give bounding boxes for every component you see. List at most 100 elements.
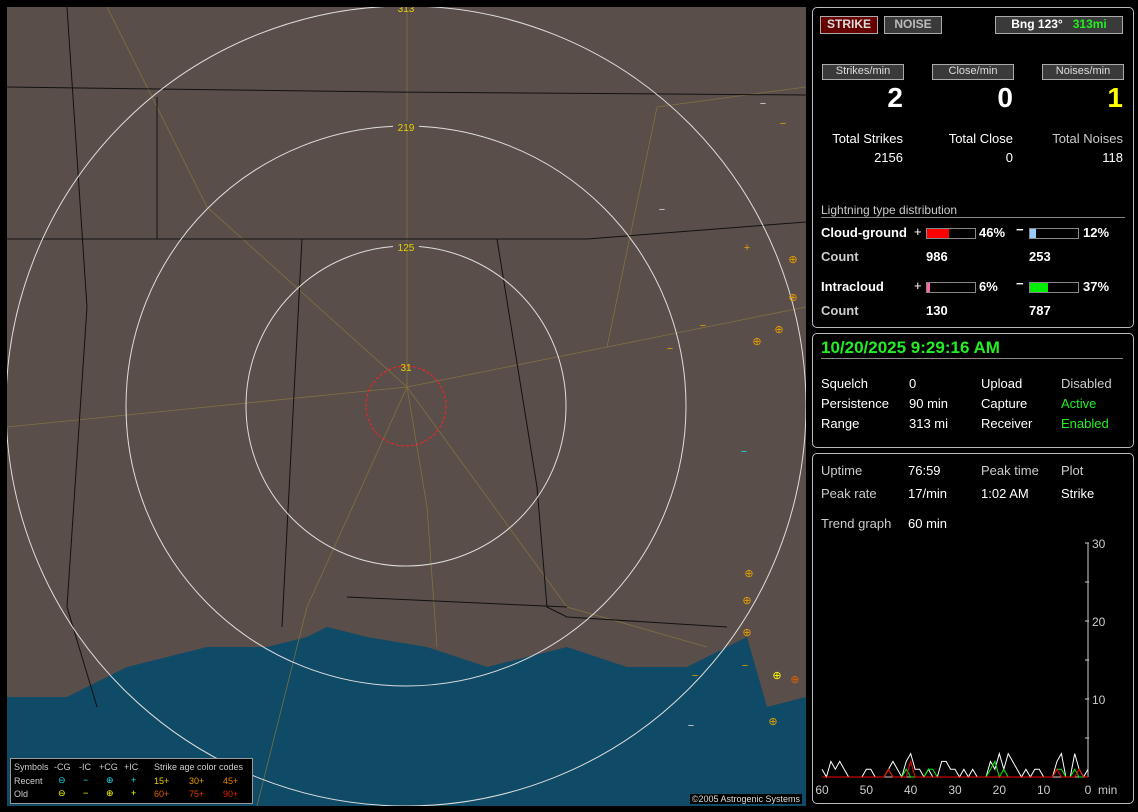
x-tick-label: 20 — [993, 783, 1007, 797]
datetime: 10/20/2025 9:29:16 AM — [821, 338, 1123, 359]
bearing-readout: Bng 123° 313mi — [995, 16, 1123, 34]
peak-time-label: Peak time — [981, 463, 1039, 478]
close-range-ring — [365, 365, 447, 447]
noises-per-min-button[interactable]: Noises/min — [1042, 64, 1124, 80]
plot-value[interactable]: Strike — [1061, 486, 1095, 501]
capture-label: Capture — [981, 396, 1028, 411]
total-close-label: Total Close — [948, 131, 1013, 146]
cg-negative-pct: 12% — [1083, 225, 1110, 240]
svg-text:⊕: ⊕ — [768, 716, 777, 728]
svg-text:−: − — [742, 660, 748, 672]
trend-label: Trend graph — [821, 516, 892, 531]
svg-text:⊕: ⊕ — [790, 674, 799, 686]
ic-negative-bar — [1029, 282, 1079, 293]
bearing: Bng 123° — [1011, 17, 1063, 31]
range: 313mi — [1072, 17, 1107, 31]
status-panel: 10/20/2025 9:29:16 AM Squelch 0 Upload D… — [812, 333, 1134, 448]
minus-sign: − — [1016, 222, 1024, 237]
legend-title: Symbols — [14, 762, 49, 772]
upload-value: Disabled — [1061, 376, 1112, 391]
x-tick-label: 0 — [1085, 783, 1092, 797]
count-label: Count — [821, 249, 859, 264]
distribution-title: Lightning type distribution — [821, 203, 1125, 218]
x-tick-label: 50 — [860, 783, 874, 797]
plus-ic-old-icon: + — [131, 788, 137, 798]
x-tick-label: 60 — [815, 783, 829, 797]
uptime-value: 76:59 — [908, 463, 941, 478]
ic-positive-pct: 6% — [979, 279, 998, 294]
plus-cg-old-icon: ⊕ — [106, 788, 114, 798]
x-tick-label: 10 — [1037, 783, 1051, 797]
persistence-value: 90 min — [909, 396, 949, 411]
ic-positive-count: 130 — [926, 303, 948, 318]
strike-markers: − − − + ⊕ ⊕ ⊕ ⊕ − − − ⊕ ⊕ ⊕ − ⊕ ⊕ − ⊕ − — [659, 98, 800, 732]
close-per-min-value: 0 — [997, 82, 1013, 113]
persistence-label: Persistence — [821, 396, 889, 411]
counts-panel: STRIKE NOISE Bng 123° 313mi Strikes/min … — [812, 7, 1134, 328]
ic-positive-bar — [926, 282, 976, 293]
stats-panel: Uptime 76:59 Peak time Plot Peak rate 17… — [812, 453, 1134, 804]
svg-text:⊕: ⊕ — [788, 292, 797, 304]
strike-button[interactable]: STRIKE — [820, 16, 878, 34]
legend-col: -IC — [79, 762, 91, 772]
trend-series-2 — [822, 759, 1088, 778]
plus-sign: + — [914, 224, 922, 239]
cg-negative-count: 253 — [1029, 249, 1051, 264]
legend-col: +CG — [99, 762, 118, 772]
peak-time-value: 1:02 AM — [981, 486, 1029, 501]
lightning-map[interactable]: 313 219 125 31 − − − + ⊕ ⊕ ⊕ ⊕ − − − ⊕ ⊕ ⊕ − ⊕ ⊕ − ⊕ − ©200… — [7, 7, 806, 806]
total-close-value: 0 — [1005, 150, 1013, 165]
legend-age-title: Strike age color codes — [154, 762, 244, 772]
x-tick-label: 30 — [948, 783, 962, 797]
ic-negative-pct: 37% — [1083, 279, 1110, 294]
svg-text:−: − — [659, 204, 665, 216]
svg-text:−: − — [667, 343, 673, 355]
legend-col: -CG — [54, 762, 71, 772]
x-unit-label: min — [1098, 783, 1117, 797]
copyright: ©2005 Astrogenic Systems — [689, 794, 802, 804]
ring-label-125: 125 — [398, 243, 415, 254]
age-30: 30+ — [189, 776, 205, 786]
state-borders — [7, 7, 806, 708]
plus-cg-recent-icon: ⊕ — [106, 775, 114, 785]
total-strikes-label: Total Strikes — [832, 131, 903, 146]
svg-text:⊕: ⊕ — [742, 627, 751, 639]
receiver-value: Enabled — [1061, 416, 1109, 431]
noise-button[interactable]: NOISE — [884, 16, 942, 34]
ring-label-313: 313 — [398, 7, 415, 15]
close-per-min-button[interactable]: Close/min — [932, 64, 1014, 80]
age-60: 60+ — [154, 789, 170, 799]
peak-rate-value: 17/min — [908, 486, 948, 501]
age-15: 15+ — [154, 776, 170, 786]
upload-label: Upload — [981, 376, 1023, 391]
range-label: Range — [821, 416, 860, 431]
svg-text:−: − — [688, 720, 694, 732]
cg-positive-bar — [926, 228, 976, 239]
cg-positive-pct: 46% — [979, 225, 1006, 240]
svg-text:+: + — [744, 242, 750, 254]
svg-text:⊕: ⊕ — [742, 595, 751, 607]
strikes-per-min-button[interactable]: Strikes/min — [822, 64, 904, 80]
cloud-ground-label: Cloud-ground — [821, 225, 907, 240]
ring-label-31: 31 — [400, 363, 412, 374]
legend-col: +IC — [124, 762, 139, 772]
y-tick-label: 30 — [1092, 537, 1106, 551]
svg-text:⊕: ⊕ — [752, 336, 761, 348]
trend-series-0 — [821, 751, 1089, 779]
svg-text:−: − — [760, 98, 766, 110]
age-45: 45+ — [223, 776, 239, 786]
plot-label: Plot — [1061, 463, 1084, 478]
minus-ic-recent-icon: − — [83, 775, 89, 785]
count-label: Count — [821, 303, 859, 318]
noises-per-min-value: 1 — [1107, 82, 1123, 113]
peak-rate-label: Peak rate — [821, 486, 877, 501]
strikes-per-min-value: 2 — [887, 82, 903, 113]
map-svg: 313 219 125 31 − − − + ⊕ ⊕ ⊕ ⊕ − − − ⊕ ⊕ ⊕ − ⊕ ⊕ − ⊕ − — [7, 7, 806, 806]
cg-positive-count: 986 — [926, 249, 948, 264]
ic-negative-count: 787 — [1029, 303, 1051, 318]
squelch-value: 0 — [909, 376, 917, 391]
trend-graph: 10 20 30 60 50 40 30 20 10 0 min — [815, 537, 1117, 797]
capture-value: Active — [1061, 396, 1097, 411]
svg-text:−: − — [692, 670, 698, 682]
total-noises-label: Total Noises — [1052, 131, 1123, 146]
